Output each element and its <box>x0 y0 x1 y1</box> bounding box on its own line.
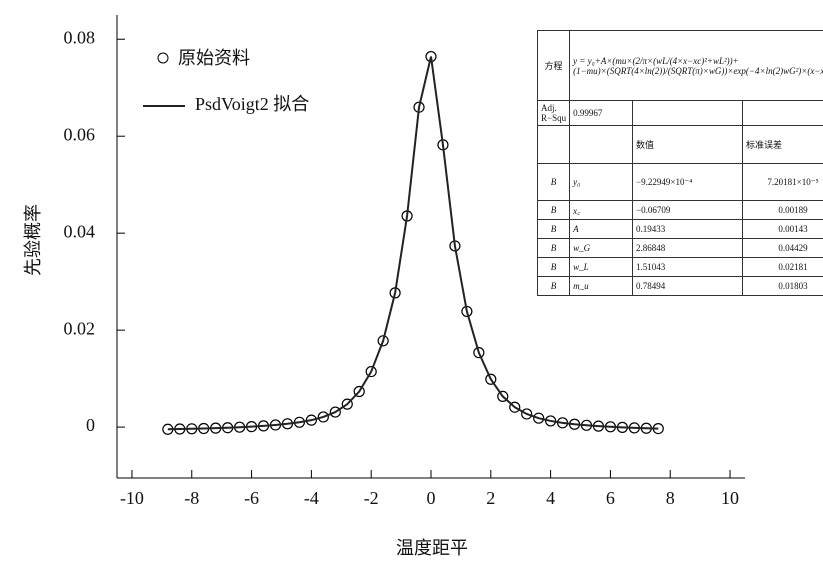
table-cell: 0.99967 <box>569 100 634 126</box>
data-point <box>317 411 329 423</box>
table-cell <box>569 125 634 164</box>
table-cell: 0.78494 <box>632 276 743 296</box>
table-cell: 方程 <box>536 30 571 101</box>
table-cell: y = y₀+A×(mu×(2/π×(wL/(4×x−xc)²+wL²))+(1… <box>569 30 823 101</box>
table-cell: B <box>536 238 571 258</box>
table-cell: Adj. R−Squ <box>536 100 571 126</box>
x-tick-label: -4 <box>304 488 319 508</box>
x-tick-label: -2 <box>364 488 379 508</box>
table-cell: 数值 <box>632 125 743 164</box>
table-cell: 0.00143 <box>741 219 823 239</box>
data-point <box>377 335 389 347</box>
y-axis-label: 先验概率 <box>23 204 43 276</box>
table-cell <box>632 100 743 126</box>
y-tick-label: 0.08 <box>64 27 96 47</box>
y-tick-label: 0.06 <box>64 124 96 144</box>
table-cell: 1.51043 <box>632 257 743 277</box>
data-point <box>521 408 533 420</box>
data-point <box>473 347 485 359</box>
fit-line <box>167 56 659 431</box>
x-tick-label: 2 <box>486 488 495 508</box>
y-tick-label: 0.04 <box>64 221 96 241</box>
data-point <box>329 406 341 418</box>
table-cell: 0.00189 <box>741 200 823 220</box>
data-point <box>485 373 497 385</box>
table-cell: 0.04429 <box>741 238 823 258</box>
y-tick-label: 0 <box>86 415 95 435</box>
data-point <box>365 365 377 378</box>
table-cell: m_u <box>569 276 634 296</box>
table-cell: B <box>536 257 571 277</box>
table-cell: A <box>569 219 634 239</box>
x-tick-label: -6 <box>244 488 259 508</box>
data-point <box>341 398 353 410</box>
legend-marker <box>157 52 169 64</box>
legend-label: PsdVoigt2 拟合 <box>195 94 309 114</box>
table-cell: B <box>536 219 571 239</box>
table-cell: w_L <box>569 257 634 277</box>
x-tick-label: 0 <box>427 488 436 508</box>
data-point <box>509 401 521 413</box>
table-cell: 0.02181 <box>741 257 823 277</box>
table-cell: 0.01803 <box>741 276 823 296</box>
table-cell: B <box>536 276 571 296</box>
table-cell <box>536 125 571 164</box>
legend-label: 原始资料 <box>178 48 250 68</box>
x-tick-label: 4 <box>546 488 555 508</box>
table-cell <box>741 100 823 126</box>
x-tick-label: 8 <box>666 488 675 508</box>
table-cell: 2.86848 <box>632 238 743 258</box>
table-cell: 7.20181×10⁻⁵ <box>741 163 823 201</box>
table-cell: 0.19433 <box>632 219 743 239</box>
table-cell: x꜀ <box>569 200 634 220</box>
table-cell: y₀ <box>569 163 634 201</box>
table-cell: B <box>536 200 571 220</box>
x-tick-label: 10 <box>721 488 739 508</box>
inset-table: 方程 y = y₀+A×(mu×(2/π×(wL/(4×x−xc)²+wL²))+… <box>536 30 823 296</box>
y-tick-label: 0.02 <box>64 318 96 338</box>
data-point <box>533 412 545 424</box>
table-cell: −9.22949×10⁻⁴ <box>632 163 743 201</box>
x-axis-label: 温度距平 <box>396 538 468 558</box>
table-cell: 标准误差 <box>741 125 823 164</box>
table-cell: −0.06709 <box>632 200 743 220</box>
x-tick-label: -8 <box>184 488 199 508</box>
x-tick-label: -10 <box>120 488 144 508</box>
data-point <box>353 385 365 398</box>
x-tick-label: 6 <box>606 488 615 508</box>
table-cell: B <box>536 163 571 201</box>
table-cell: w_G <box>569 238 634 258</box>
data-point <box>497 390 509 403</box>
